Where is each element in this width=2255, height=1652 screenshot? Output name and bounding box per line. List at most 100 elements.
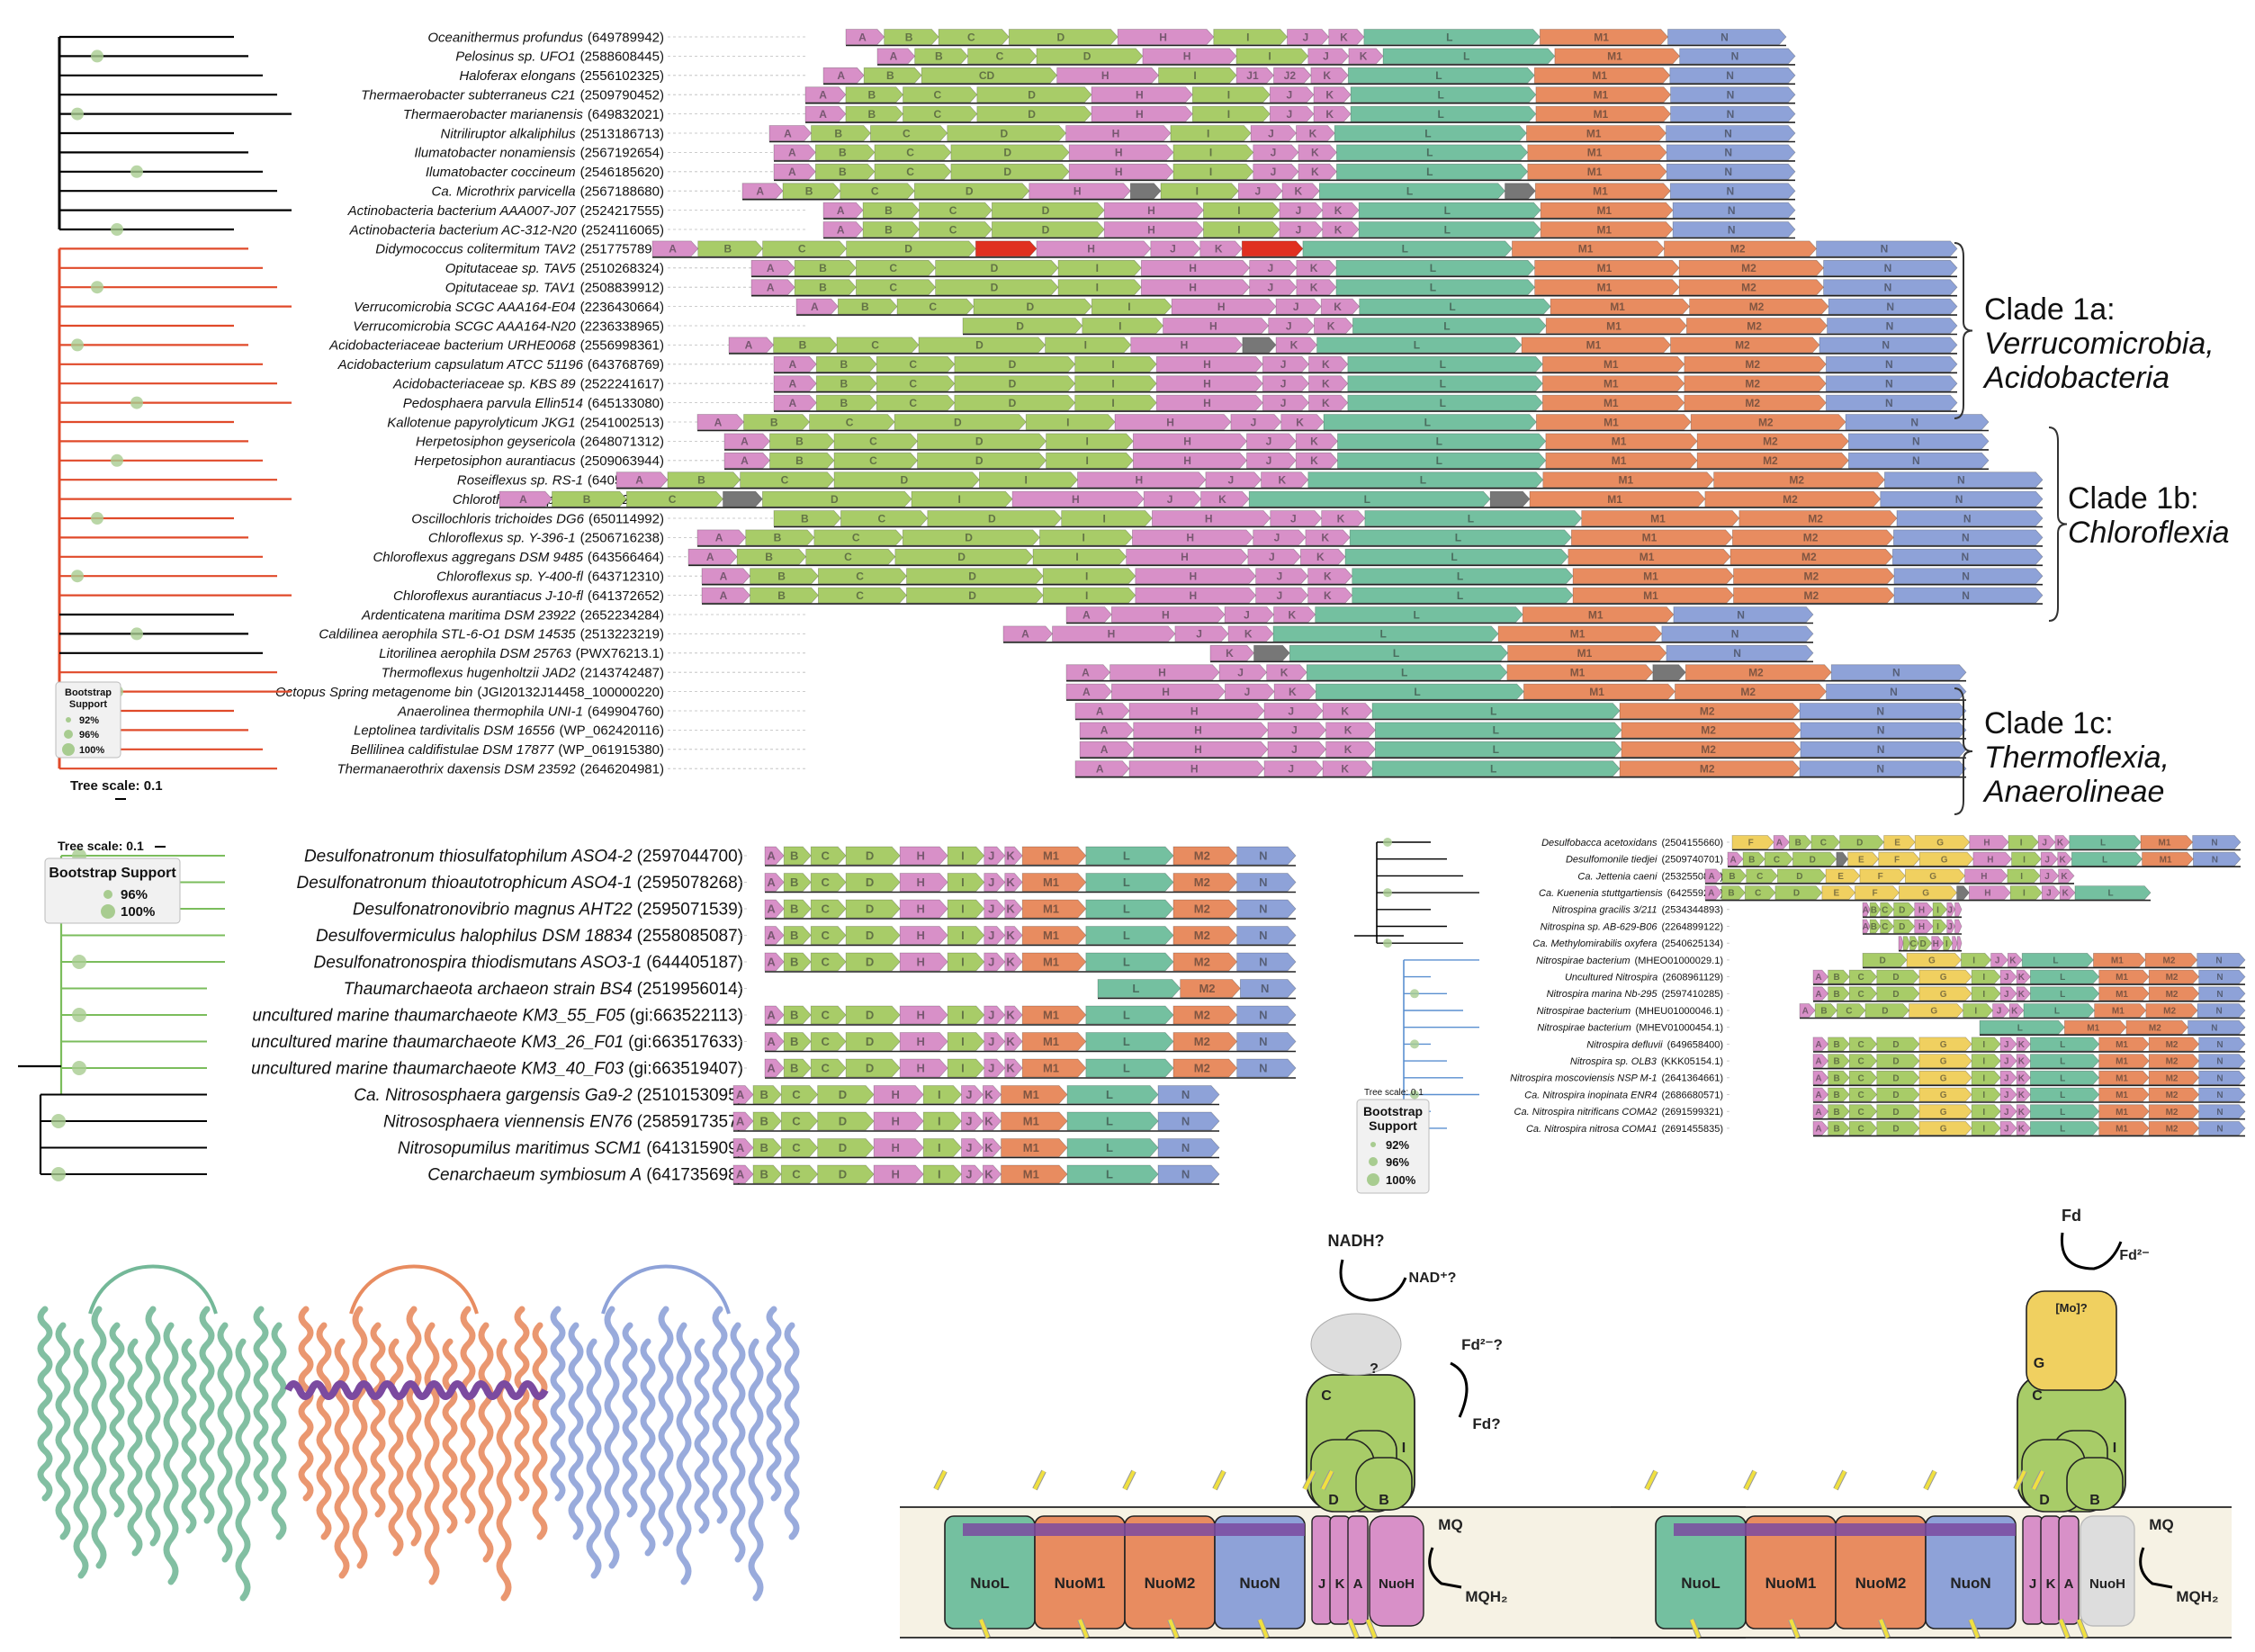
gene-arrow-N (1157, 1164, 1220, 1184)
gene-arrow-K (1261, 471, 1309, 489)
gene-arrow-B (814, 163, 876, 180)
gene-arrow-N (1827, 318, 1958, 334)
taxon-id: (2509740701) (1661, 855, 1723, 866)
gene-label-L: L (1106, 1088, 1113, 1101)
gene-arrow-D (913, 183, 1030, 200)
gene-arrow-A (845, 29, 885, 45)
gene-arrow-J (1267, 722, 1327, 739)
gene-arrow-I (2011, 851, 2042, 866)
gene-label-M2: M2 (1194, 1009, 1210, 1022)
taxon-id: (2585917357) (637, 1113, 743, 1132)
gene-label-M2: M2 (1747, 319, 1762, 332)
bootstrap-dot (72, 1008, 86, 1022)
unknown-module (1310, 1313, 1402, 1376)
gene-label-CD: CD (979, 69, 995, 82)
gene-label-C: C (846, 416, 854, 428)
taxon-label: Opitutaceae sp. TAV5 (2510268324) (445, 261, 664, 276)
gene-label-L: L (1430, 282, 1436, 294)
taxon-id: (645133080) (588, 396, 664, 411)
gene-arrow-M1 (1529, 490, 1706, 507)
gene-label-I: I (2023, 889, 2026, 899)
gene-label-J: J (1286, 108, 1292, 121)
taxon-label: Cenarchaeum symbiosum A (641735698) (427, 1166, 743, 1185)
cluster-row: Desulfonatronum thiosulfatophilum ASO4-2… (304, 846, 1297, 866)
gene-label-K: K (1322, 358, 1330, 371)
panel-c-gene-clusters: Desulfobacca acetoxidans (2504155660) F A B C… (1354, 835, 2246, 1194)
gene-label-H: H (1147, 204, 1155, 217)
gene-label-L: L (1123, 902, 1130, 916)
cluster-row: Ardenticatena maritima DSM 23922 (2652234… (361, 606, 1814, 624)
mo-label: [Mo]? (2055, 1301, 2087, 1315)
proton-arrow (979, 1619, 990, 1639)
gene-arrow-D (935, 259, 1059, 276)
gene-arrow-C (1848, 1054, 1878, 1068)
gene-label-A: A (837, 223, 845, 236)
gene-label-C: C (906, 166, 914, 178)
gene-arrow-H (1163, 318, 1270, 334)
gene-label-N: N (1912, 454, 1920, 467)
cluster-row: Verrucomicrobia SCGC AAA164-N20 (22363389… (353, 318, 1958, 336)
gene-label-B: B (765, 551, 773, 563)
gene-label-A: A (1708, 889, 1714, 899)
gene-label-H: H (1189, 262, 1197, 274)
bootstrap-dot (71, 570, 84, 583)
subunit-g (2026, 1290, 2117, 1391)
gene-arrow-M1 (1021, 899, 1087, 919)
cluster-row: Uncultured Nitrospira (2608961129) A B C D G I J… (1565, 969, 2246, 985)
gene-label-D: D (1796, 872, 1802, 882)
gene-label-N: N (1259, 1062, 1267, 1075)
gene-label-I: I (2020, 872, 2023, 882)
gene-arrow-M2 (1690, 414, 1846, 430)
gene-arrow-J (1263, 760, 1324, 777)
gene-arrow-A (773, 375, 817, 392)
taxon-label: Nitrospirae bacterium (MHEU01000046.1) (1537, 1006, 1723, 1017)
gene-arrow-M1 (1539, 29, 1669, 45)
gene-arrow-A (1002, 625, 1054, 642)
gene-label-M2: M2 (1763, 454, 1778, 467)
gene-arrow-M1 (1534, 279, 1680, 296)
helix-ribbon (127, 1338, 143, 1557)
gene-label-I: I (1936, 905, 1939, 915)
gene-arrow-K (982, 1085, 1002, 1104)
gene-arrow-K (1322, 760, 1373, 777)
gene-arrow-C (1848, 986, 1878, 1001)
gene-arrow-J (1237, 183, 1283, 200)
gene-label-M1: M1 (1588, 608, 1604, 621)
gene-arrow-C (810, 952, 847, 972)
gene-arrow-K (2057, 851, 2072, 866)
gene-arrow-C (874, 144, 952, 161)
proton-arrow (1879, 1619, 1890, 1639)
gene-label-N: N (1892, 667, 1900, 679)
gene-label-I: I (1075, 551, 1078, 563)
gene-arrow-I (1235, 48, 1309, 65)
gene-arrow-N (2193, 851, 2242, 866)
gene-arrow-I (1932, 919, 1948, 934)
gene-label-A: A (1730, 855, 1737, 865)
helix-ribbon (145, 1306, 161, 1547)
gene-arrow-A (750, 259, 795, 276)
gene-arrow-N (1891, 548, 2044, 565)
gene-label-B: B (834, 127, 842, 139)
gene-arrow-H (1968, 885, 2011, 900)
taxon-id: (2556102325) (580, 68, 664, 84)
gene-label-M1: M1 (1612, 454, 1627, 467)
legend-level: 92% (1386, 1138, 1409, 1152)
gene-arrow-K (1281, 183, 1320, 200)
gene-label-B: B (886, 69, 894, 82)
gene-arrow-K (1266, 664, 1307, 681)
gene-label-N: N (1912, 435, 1920, 448)
gene-arrow-A (651, 240, 699, 257)
taxon-id: (WP_062420116) (560, 723, 664, 739)
gene-arrow-J (1279, 202, 1324, 219)
gene-label-L: L (1380, 628, 1387, 641)
gene-label-C: C (903, 127, 911, 139)
cluster-row: Chlorothrix halophila(2510828988)ABCDIHJ… (453, 490, 2044, 508)
gene-label-C: C (1857, 1040, 1864, 1050)
gene-arrow-H (1969, 835, 2009, 849)
gene-arrow-M2 (2148, 1104, 2200, 1119)
gene-label-H: H (1115, 147, 1123, 159)
gene-arrow-M1 (1507, 644, 1667, 661)
taxon-name: uncultured marine thaumarchaeote KM3_40_… (251, 1060, 624, 1079)
gene-label-N: N (2216, 1091, 2223, 1100)
